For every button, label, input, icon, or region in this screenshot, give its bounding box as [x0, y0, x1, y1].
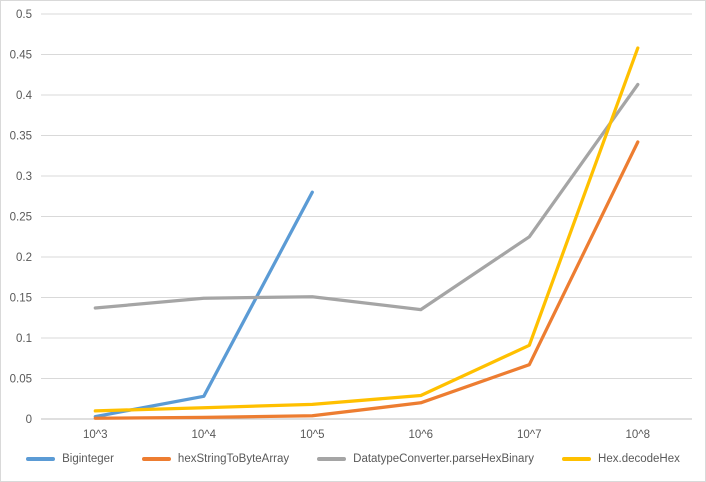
legend-line-swatch-hexstringtobytearray: [141, 457, 171, 461]
legend-line-swatch-biginteger: [26, 457, 56, 461]
legend: Biginteger hexStringToByteArray DatatypeCo…: [1, 453, 705, 465]
y-tick-label: 0.05: [10, 374, 32, 386]
legend-line-swatch-hex-decodehex: [562, 457, 592, 461]
legend-item-hex-decodehex: Hex.decodeHex: [562, 453, 680, 465]
y-tick-label: 0.5: [16, 9, 32, 21]
y-tick-label: 0.1: [16, 333, 32, 345]
x-tick-label: 10^4: [191, 429, 216, 441]
x-tick-label: 10^5: [300, 429, 325, 441]
legend-line-swatch-datatypeconverter-parsehexbinary: [317, 457, 347, 461]
series-line-hexstringtobytearray: [93, 140, 640, 420]
x-tick-label: 10^3: [83, 429, 108, 441]
x-tick-label: 10^7: [517, 429, 542, 441]
legend-item-datatypeconverter-parsehexbinary: DatatypeConverter.parseHexBinary: [317, 453, 534, 465]
y-tick-label: 0.35: [10, 131, 32, 143]
x-tick-label: 10^6: [408, 429, 433, 441]
y-tick-label: 0.3: [16, 171, 32, 183]
y-tick-label: 0: [26, 414, 32, 426]
legend-label: Biginteger: [62, 453, 114, 465]
x-tick-label: 10^8: [625, 429, 650, 441]
y-tick-label: 0.45: [10, 50, 32, 62]
y-tick-label: 0.2: [16, 252, 32, 264]
series-line-datatypeconverter-parsehexbinary: [93, 82, 640, 312]
legend-item-biginteger: Biginteger: [26, 453, 114, 465]
y-tick-label: 0.4: [16, 90, 33, 102]
y-tick-label: 0.15: [10, 293, 32, 305]
legend-label: Hex.decodeHex: [598, 453, 680, 465]
series-line-hex-decodehex: [93, 46, 640, 413]
legend-label: DatatypeConverter.parseHexBinary: [353, 453, 535, 465]
y-tick-label: 0.25: [10, 212, 32, 224]
legend-item-hexstringtobytearray: hexStringToByteArray: [141, 453, 290, 465]
legend-label: hexStringToByteArray: [177, 453, 290, 465]
